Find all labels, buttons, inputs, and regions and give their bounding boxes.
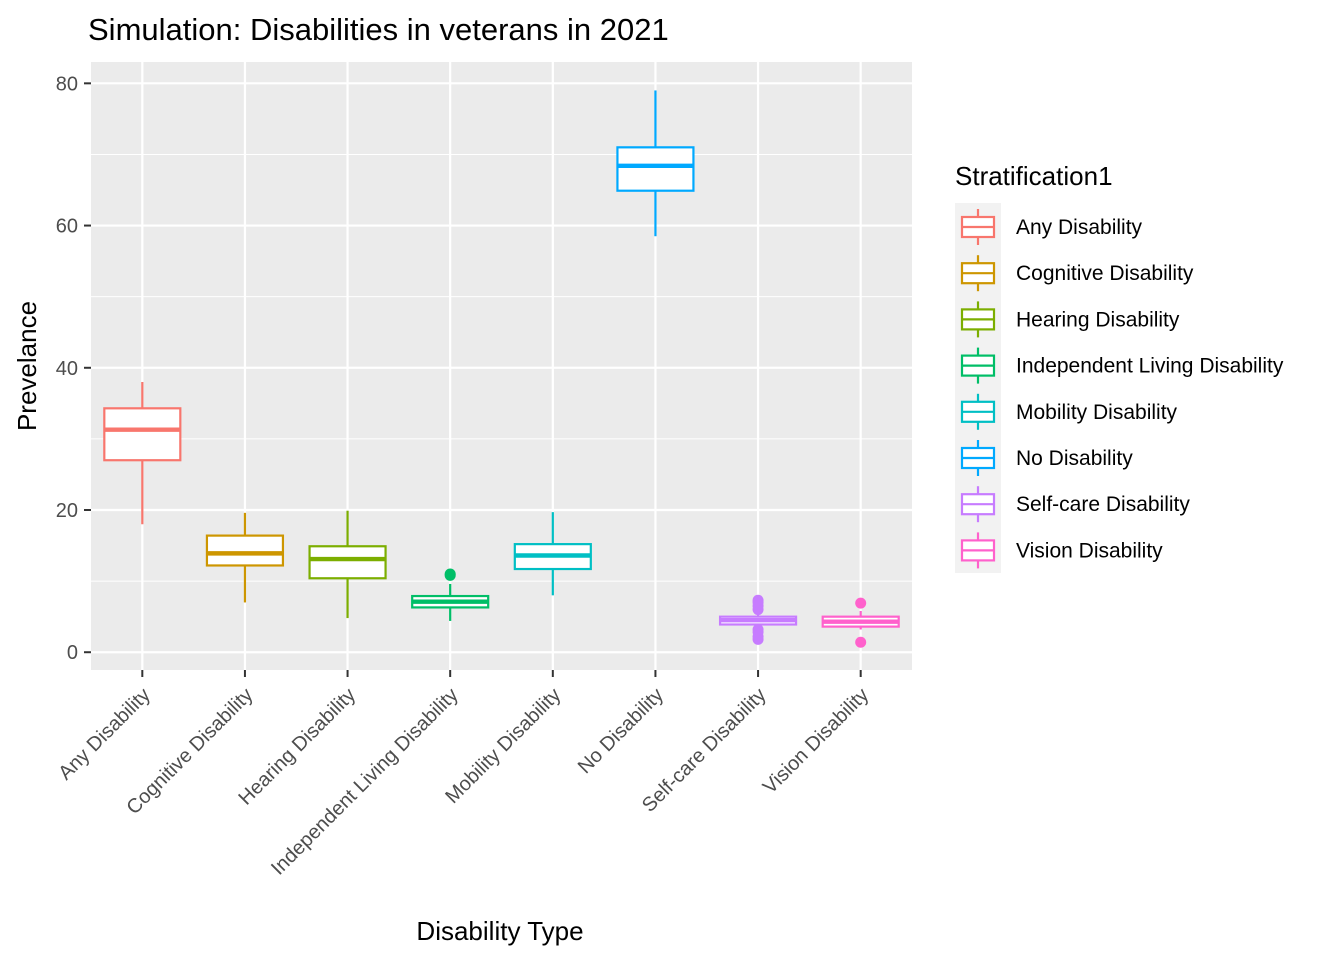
y-tick-label: 20	[56, 500, 78, 522]
outlier-point	[752, 623, 764, 635]
outlier-point	[855, 597, 867, 609]
legend-item-independent-living-disability: Independent Living Disability	[960, 347, 1284, 384]
legend-title: Stratification1	[955, 161, 1113, 191]
legend: Stratification1 Any Disability Cognitive …	[955, 161, 1284, 573]
legend-label: Self-care Disability	[1016, 493, 1190, 516]
outlier-point	[752, 594, 764, 606]
legend-label: Mobility Disability	[1016, 401, 1178, 424]
legend-item-self-care-disability: Self-care Disability	[960, 486, 1190, 523]
boxes	[103, 90, 900, 648]
legend-label: Independent Living Disability	[1016, 355, 1284, 378]
box-any-disability	[103, 382, 182, 525]
legend-label: Cognitive Disability	[1016, 262, 1194, 285]
legend-label: Any Disability	[1016, 216, 1143, 239]
box-hearing-disability	[308, 510, 387, 619]
y-tick-label: 40	[56, 358, 78, 380]
outlier-point	[444, 568, 456, 580]
legend-label: No Disability	[1016, 447, 1133, 470]
legend-item-any-disability: Any Disability	[960, 209, 1143, 245]
x-tick-label: Vision Disability	[759, 684, 873, 798]
plot-panel	[91, 62, 912, 670]
x-tick-label: Mobility Disability	[441, 684, 565, 808]
x-tick-label: Any Disability	[54, 684, 154, 784]
box-iqr	[308, 545, 387, 580]
box-iqr	[205, 534, 285, 567]
box-self-care-disability	[718, 594, 798, 645]
legend-item-cognitive-disability: Cognitive Disability	[960, 255, 1194, 292]
legend-label: Hearing Disability	[1016, 308, 1180, 331]
x-tick-label: Independent Living Disability	[267, 684, 463, 880]
box-mobility-disability	[513, 512, 592, 596]
y-tick-label: 80	[56, 73, 78, 95]
box-iqr	[616, 146, 695, 192]
legend-item-no-disability: No Disability	[960, 440, 1133, 476]
y-tick-label: 60	[56, 216, 78, 238]
y-tick-label: 0	[67, 642, 78, 664]
minor-gridlines	[91, 153, 912, 582]
legend-items: Any Disability Cognitive Disability Hearin…	[955, 203, 1284, 573]
box-vision-disability	[821, 597, 900, 648]
y-axis-title: Prevelance	[12, 301, 42, 431]
legend-item-vision-disability: Vision Disability	[960, 532, 1163, 569]
outlier-point	[855, 636, 867, 648]
box-independent-living-disability	[411, 568, 490, 621]
legend-label: Vision Disability	[1016, 539, 1163, 562]
legend-item-mobility-disability: Mobility Disability	[960, 393, 1178, 430]
x-axis-title: Disability Type	[416, 916, 583, 946]
box-iqr	[103, 407, 182, 462]
box-cognitive-disability	[205, 512, 285, 603]
y-axis-ticks: 0 20 40 60 80	[56, 73, 91, 664]
x-tick-label: No Disability	[574, 684, 668, 778]
legend-item-hearing-disability: Hearing Disability	[960, 301, 1180, 338]
box-no-disability	[616, 90, 695, 237]
chart-title: Simulation: Disabilities in veterans in …	[88, 12, 669, 47]
